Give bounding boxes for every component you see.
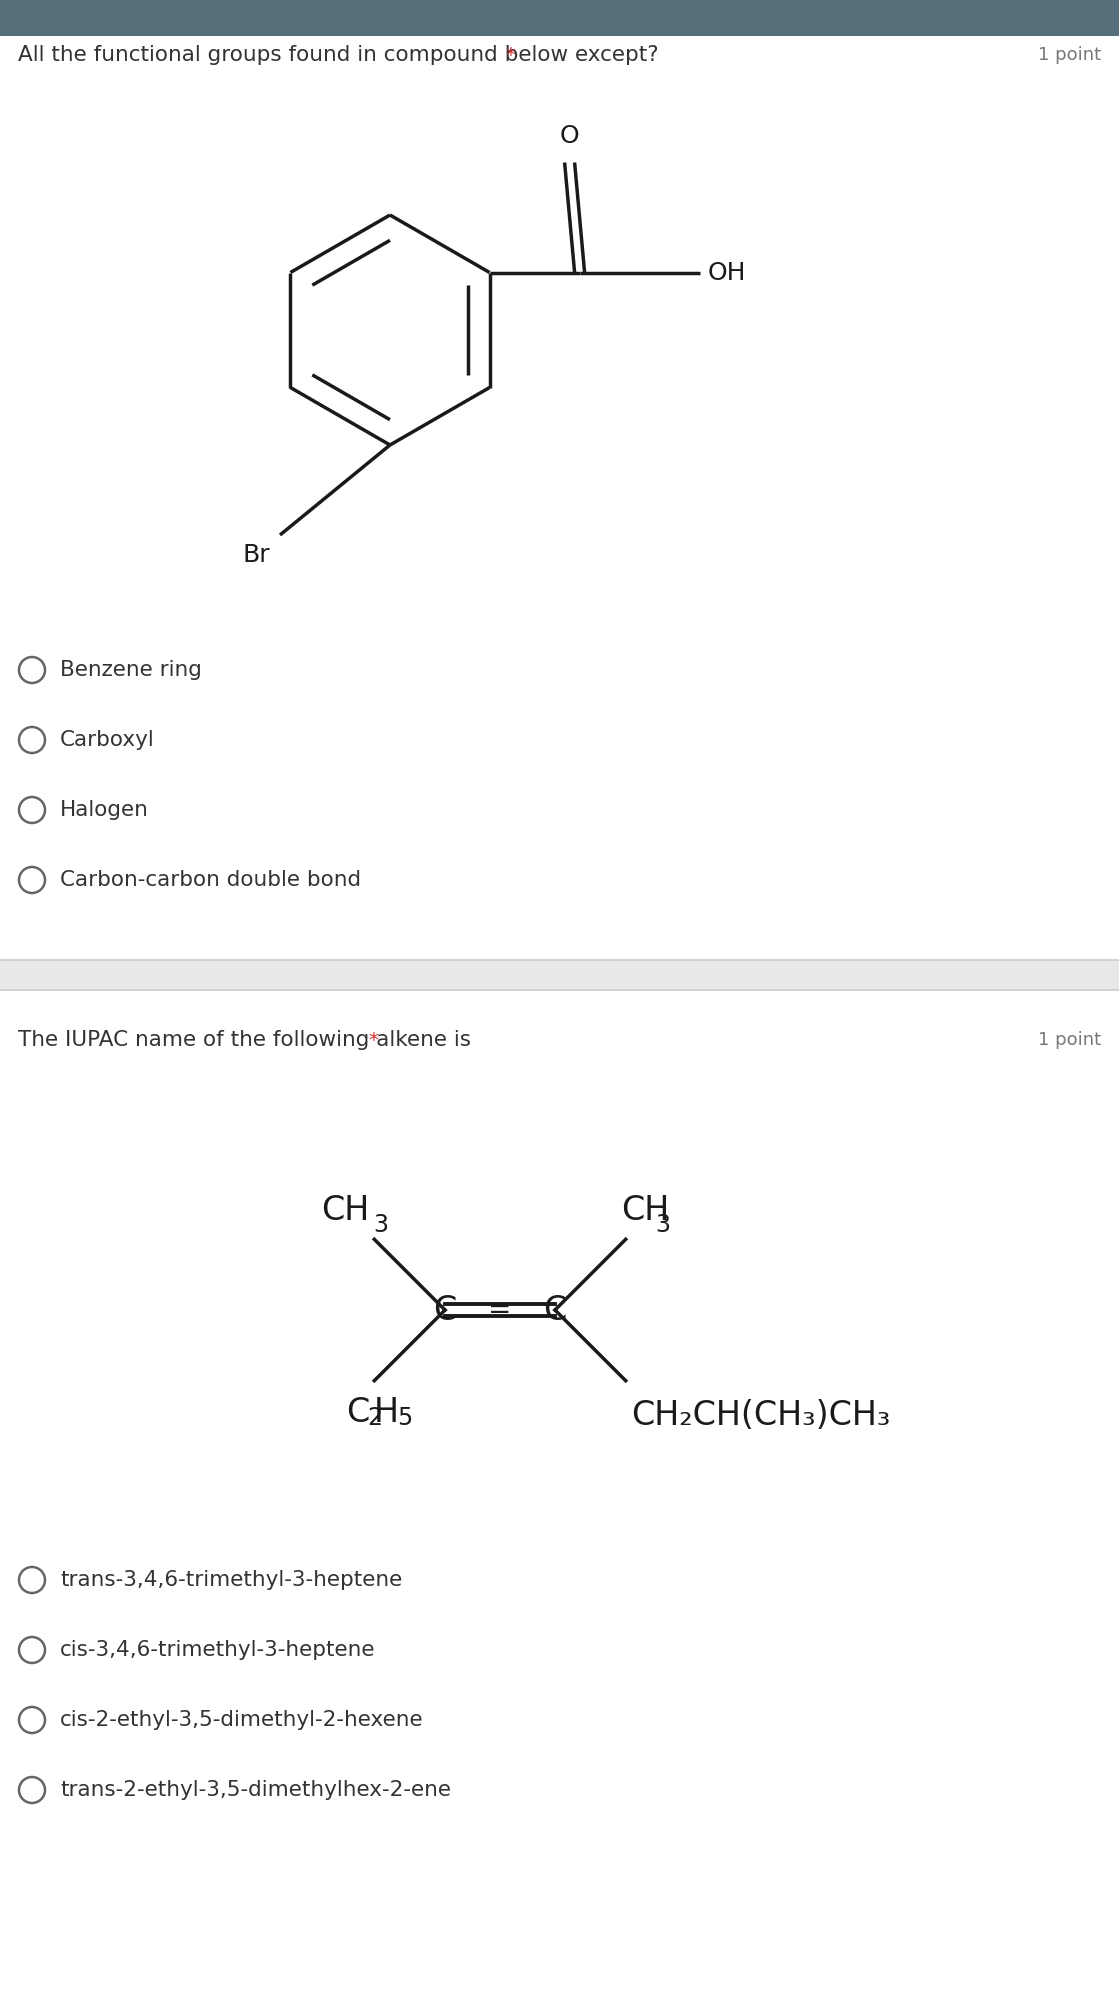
Text: H: H bbox=[374, 1395, 398, 1429]
Text: The IUPAC name of the following alkene is: The IUPAC name of the following alkene i… bbox=[18, 1029, 471, 1049]
Text: C: C bbox=[346, 1395, 369, 1429]
Text: All the functional groups found in compound below except?: All the functional groups found in compo… bbox=[18, 44, 659, 64]
Text: O: O bbox=[560, 123, 580, 147]
Text: CH: CH bbox=[621, 1194, 669, 1228]
Text: Halogen: Halogen bbox=[60, 800, 149, 820]
Text: Carboxyl: Carboxyl bbox=[60, 730, 154, 750]
Text: cis-3,4,6-trimethyl-3-heptene: cis-3,4,6-trimethyl-3-heptene bbox=[60, 1640, 376, 1660]
Text: =: = bbox=[488, 1296, 511, 1325]
Text: *: * bbox=[368, 1031, 378, 1049]
Text: C: C bbox=[433, 1294, 457, 1327]
Text: 1 point: 1 point bbox=[1038, 46, 1101, 64]
Text: *: * bbox=[506, 46, 515, 64]
Text: cis-2-ethyl-3,5-dimethyl-2-hexene: cis-2-ethyl-3,5-dimethyl-2-hexene bbox=[60, 1711, 424, 1731]
Text: 3: 3 bbox=[374, 1214, 388, 1238]
Text: C: C bbox=[544, 1294, 566, 1327]
Text: trans-2-ethyl-3,5-dimethylhex-2-ene: trans-2-ethyl-3,5-dimethylhex-2-ene bbox=[60, 1781, 451, 1801]
Text: 3: 3 bbox=[656, 1214, 670, 1238]
Text: 5: 5 bbox=[397, 1405, 412, 1429]
Text: Br: Br bbox=[243, 543, 270, 567]
Text: CH: CH bbox=[321, 1194, 369, 1228]
Bar bbox=[0, 0, 1119, 36]
Text: Benzene ring: Benzene ring bbox=[60, 659, 201, 679]
Text: CH₂CH(CH₃)CH₃: CH₂CH(CH₃)CH₃ bbox=[631, 1399, 890, 1431]
Text: 1 point: 1 point bbox=[1038, 1031, 1101, 1049]
Text: Carbon-carbon double bond: Carbon-carbon double bond bbox=[60, 870, 361, 890]
Bar bbox=[0, 961, 1119, 991]
Text: trans-3,4,6-trimethyl-3-heptene: trans-3,4,6-trimethyl-3-heptene bbox=[60, 1570, 402, 1590]
Text: OH: OH bbox=[707, 261, 746, 285]
Text: 2: 2 bbox=[367, 1405, 383, 1429]
